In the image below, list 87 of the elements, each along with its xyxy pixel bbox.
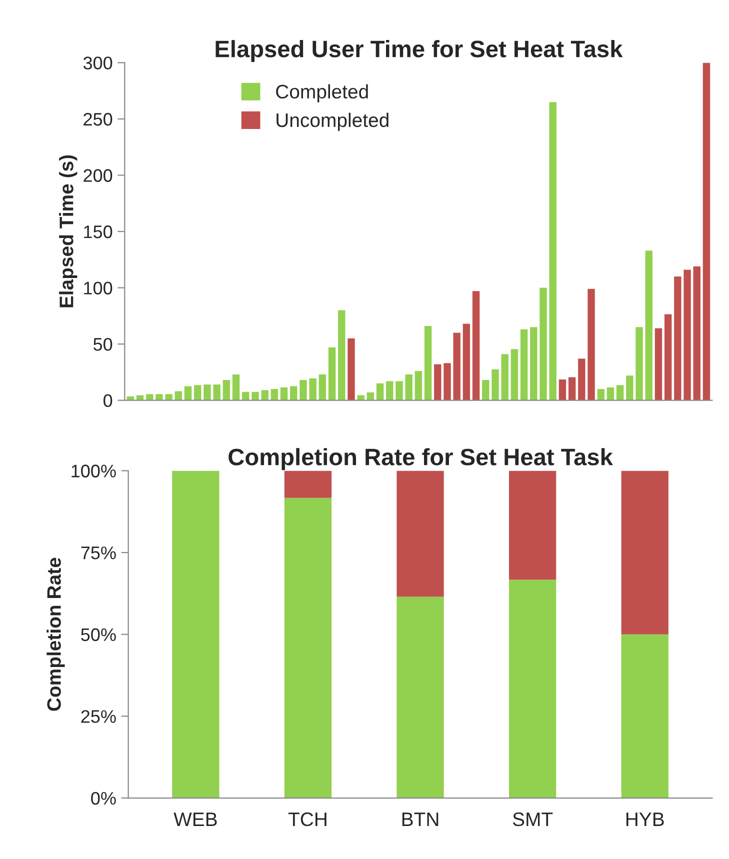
x-tick-label: HYB <box>626 812 664 826</box>
bar <box>558 379 566 400</box>
y-tick-label: 300 <box>83 56 112 70</box>
bar <box>626 376 634 400</box>
legend-label: Uncompleted <box>276 112 388 131</box>
bar <box>261 390 268 400</box>
bar <box>520 329 528 400</box>
bar <box>434 364 442 400</box>
bar <box>568 377 576 400</box>
y-tick-label: 75% <box>81 546 116 560</box>
bar <box>674 276 682 400</box>
bar <box>213 384 220 400</box>
bar <box>156 394 163 400</box>
bar <box>222 380 230 400</box>
legend-label: Completed <box>276 84 368 102</box>
bar <box>172 470 220 798</box>
bar <box>318 374 326 400</box>
bar <box>702 62 710 400</box>
bar <box>328 347 336 400</box>
y-tick-label: 100% <box>72 464 116 478</box>
y-tick-label: 200 <box>84 169 112 182</box>
y-tick-label: 50 <box>93 338 112 351</box>
y-tick-label: 25% <box>81 710 116 723</box>
y-tick-label: 0% <box>91 792 116 805</box>
bar <box>357 395 364 400</box>
bar <box>621 470 668 634</box>
bar <box>232 374 240 400</box>
bar <box>309 378 316 400</box>
bar <box>270 389 278 400</box>
bar <box>396 381 403 400</box>
bar <box>530 327 538 400</box>
bar <box>414 371 422 400</box>
y-tick-label: 100 <box>84 282 112 294</box>
y-tick-label: 250 <box>84 112 112 126</box>
bar <box>165 394 172 400</box>
x-tick-label: WEB <box>174 812 217 826</box>
bar <box>284 498 332 798</box>
bar <box>664 314 672 400</box>
bar <box>540 288 547 400</box>
bar <box>338 310 346 400</box>
bar <box>348 338 355 400</box>
bar <box>284 470 332 498</box>
chart-title: Elapsed User Time for Set Heat Task <box>216 40 623 62</box>
bar <box>376 383 384 400</box>
bar <box>645 250 652 400</box>
x-tick-label: TCH <box>288 812 326 826</box>
y-axis-title: Completion Rate <box>46 558 65 711</box>
bar <box>616 385 624 400</box>
bar <box>184 386 192 400</box>
bar <box>510 349 518 400</box>
bar <box>501 354 508 400</box>
bar <box>588 288 595 400</box>
bar <box>300 380 307 400</box>
bar <box>597 389 604 400</box>
bar <box>492 369 499 400</box>
bar <box>204 384 211 400</box>
bar <box>606 387 614 400</box>
chart-title: Completion Rate for Set Heat Task <box>228 448 613 470</box>
y-tick-label: 50% <box>81 628 116 642</box>
bar <box>453 332 460 400</box>
bar <box>252 392 259 400</box>
bar <box>280 387 288 400</box>
bar <box>482 380 490 400</box>
bar <box>462 324 470 400</box>
x-tick-label: BTN <box>402 812 438 826</box>
bar <box>424 326 432 400</box>
bar <box>386 381 394 400</box>
x-tick-label: SMT <box>512 812 553 826</box>
bar <box>508 470 556 580</box>
bar <box>508 580 556 798</box>
bar <box>636 327 643 400</box>
bar <box>396 596 444 798</box>
bar <box>396 470 444 597</box>
bar <box>684 270 691 400</box>
y-tick-label: 0 <box>104 394 112 408</box>
bar <box>549 102 556 400</box>
y-tick-label: 150 <box>84 225 112 238</box>
bar <box>290 386 298 400</box>
bar <box>194 385 202 400</box>
bar <box>654 328 662 400</box>
bar <box>444 363 451 400</box>
y-axis-title: Elapsed Time (s) <box>59 155 78 308</box>
bar <box>405 374 412 400</box>
bar <box>472 291 480 400</box>
bar <box>621 634 668 798</box>
bar <box>693 266 700 400</box>
bar <box>578 358 586 400</box>
